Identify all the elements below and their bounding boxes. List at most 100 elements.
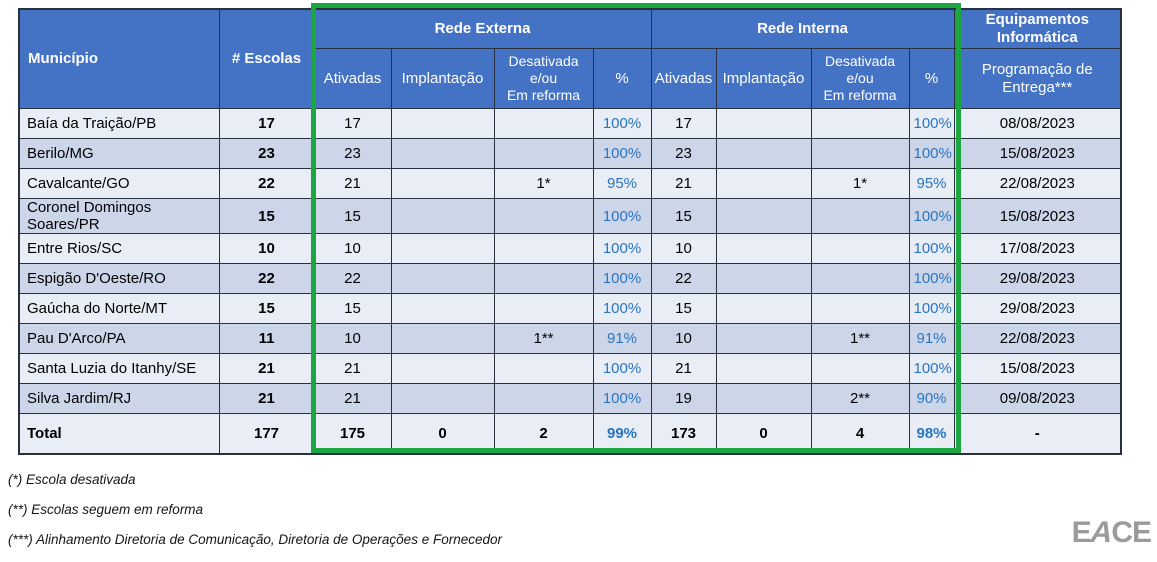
table-row: Baía da Traição/PB 17 17 100% 17 100% 08/08/20…	[18, 108, 1122, 139]
logo-letter: C	[1111, 516, 1133, 549]
cell-int-ativadas: 15	[650, 198, 717, 234]
cell-int-pct: 100%	[908, 353, 955, 384]
cell-int-ativadas: 17	[650, 108, 717, 139]
cell-escolas: 22	[218, 168, 315, 199]
table-row: Entre Rios/SC 10 10 100% 10 100% 17/08/2023	[18, 233, 1122, 264]
cell-int-implantacao	[715, 198, 812, 234]
logo-letter: E	[1131, 516, 1152, 549]
cell-int-implantacao	[715, 138, 812, 169]
cell-ext-pct: 99%	[592, 413, 652, 454]
cell-ext-ativadas: 21	[313, 383, 392, 414]
cell-escolas: 15	[218, 293, 315, 324]
cell-municipio: Total	[18, 413, 220, 454]
cell-ext-implantacao	[390, 293, 495, 324]
cell-ext-implantacao: 0	[390, 413, 495, 454]
cell-ext-implantacao	[390, 383, 495, 414]
cell-ext-implantacao	[390, 168, 495, 199]
cell-ext-implantacao	[390, 198, 495, 234]
cell-int-ativadas: 15	[650, 293, 717, 324]
cell-int-implantacao	[715, 108, 812, 139]
cell-int-ativadas: 19	[650, 383, 717, 414]
cell-ext-pct: 100%	[592, 108, 652, 139]
cell-escolas: 17	[218, 108, 315, 139]
cell-int-pct: 100%	[908, 293, 955, 324]
cell-entrega: 22/08/2023	[953, 323, 1122, 354]
cell-ext-implantacao	[390, 353, 495, 384]
cell-int-ativadas: 10	[650, 323, 717, 354]
cell-municipio: Silva Jardim/RJ	[18, 383, 220, 414]
cell-ext-pct: 100%	[592, 353, 652, 384]
cell-ext-ativadas: 10	[313, 233, 392, 264]
cell-entrega: 15/08/2023	[953, 198, 1122, 234]
cell-ext-pct: 91%	[592, 323, 652, 354]
table-row: Gaúcha do Norte/MT 15 15 100% 15 100% 29/08/20…	[18, 293, 1122, 324]
cell-int-pct: 100%	[908, 198, 955, 234]
cell-escolas: 21	[218, 353, 315, 384]
cell-ext-ativadas: 15	[313, 198, 392, 234]
status-table: Município # Escolas Rede Externa Rede In…	[18, 8, 1123, 455]
cell-ext-desativada	[493, 108, 594, 139]
cell-ext-ativadas: 175	[313, 413, 392, 454]
table-row: Coronel Domingos Soares/PR 15 15 100% 15 100%…	[18, 198, 1122, 234]
table-row: Santa Luzia do Itanhy/SE 21 21 100% 21 100% 15…	[18, 353, 1122, 384]
cell-ext-implantacao	[390, 263, 495, 294]
cell-municipio: Baía da Traição/PB	[18, 108, 220, 139]
col-header-municipio: Município	[18, 8, 220, 109]
cell-ext-ativadas: 10	[313, 323, 392, 354]
cell-entrega: 09/08/2023	[953, 383, 1122, 414]
cell-int-desativada	[810, 138, 910, 169]
cell-municipio: Entre Rios/SC	[18, 233, 220, 264]
cell-municipio: Coronel Domingos Soares/PR	[18, 198, 220, 234]
cell-int-pct: 100%	[908, 108, 955, 139]
cell-entrega: 29/08/2023	[953, 263, 1122, 294]
cell-ext-ativadas: 21	[313, 168, 392, 199]
cell-ext-desativada: 1**	[493, 323, 594, 354]
cell-municipio: Espigão D'Oeste/RO	[18, 263, 220, 294]
cell-escolas: 23	[218, 138, 315, 169]
cell-int-pct: 91%	[908, 323, 955, 354]
cell-int-implantacao	[715, 383, 812, 414]
col-header-implantacao-interna: Implantação	[715, 48, 812, 109]
cell-ext-desativada: 2	[493, 413, 594, 454]
cell-ext-pct: 100%	[592, 383, 652, 414]
cell-int-ativadas: 23	[650, 138, 717, 169]
cell-ext-implantacao	[390, 138, 495, 169]
cell-int-pct: 100%	[908, 233, 955, 264]
cell-entrega: 08/08/2023	[953, 108, 1122, 139]
cell-municipio: Gaúcha do Norte/MT	[18, 293, 220, 324]
cell-int-implantacao: 0	[715, 413, 812, 454]
cell-int-implantacao	[715, 233, 812, 264]
cell-int-implantacao	[715, 353, 812, 384]
cell-ext-pct: 100%	[592, 263, 652, 294]
cell-int-pct: 90%	[908, 383, 955, 414]
table-row: Silva Jardim/RJ 21 21 100% 19 2** 90% 09/08/202…	[18, 383, 1122, 414]
cell-int-desativada	[810, 198, 910, 234]
cell-int-implantacao	[715, 323, 812, 354]
cell-ext-pct: 100%	[592, 138, 652, 169]
cell-int-pct: 95%	[908, 168, 955, 199]
cell-entrega: 29/08/2023	[953, 293, 1122, 324]
cell-int-desativada	[810, 108, 910, 139]
cell-escolas: 177	[218, 413, 315, 454]
col-header-equipamentos: Equipamentos Informática	[953, 8, 1122, 49]
col-header-escolas: # Escolas	[218, 8, 315, 109]
footnotes: (*) Escola desativada (**) Escolas segue…	[8, 472, 502, 562]
cell-int-desativada: 4	[810, 413, 910, 454]
cell-entrega: -	[953, 413, 1122, 454]
cell-ext-desativada: 1*	[493, 168, 594, 199]
cell-int-pct: 100%	[908, 138, 955, 169]
cell-ext-desativada	[493, 233, 594, 264]
cell-int-pct: 100%	[908, 263, 955, 294]
eace-logo: EACE	[1072, 516, 1152, 549]
col-header-pct-externa: %	[592, 48, 652, 109]
col-header-pct-interna: %	[908, 48, 955, 109]
cell-escolas: 11	[218, 323, 315, 354]
col-header-ativadas-externa: Ativadas	[313, 48, 392, 109]
cell-ext-ativadas: 23	[313, 138, 392, 169]
col-header-implantacao-externa: Implantação	[390, 48, 495, 109]
table-row: Berilo/MG 23 23 100% 23 100% 15/08/2023	[18, 138, 1122, 169]
cell-entrega: 22/08/2023	[953, 168, 1122, 199]
cell-int-pct: 98%	[908, 413, 955, 454]
table-row: Cavalcante/GO 22 21 1* 95% 21 1* 95% 22/08/2023	[18, 168, 1122, 199]
cell-escolas: 22	[218, 263, 315, 294]
